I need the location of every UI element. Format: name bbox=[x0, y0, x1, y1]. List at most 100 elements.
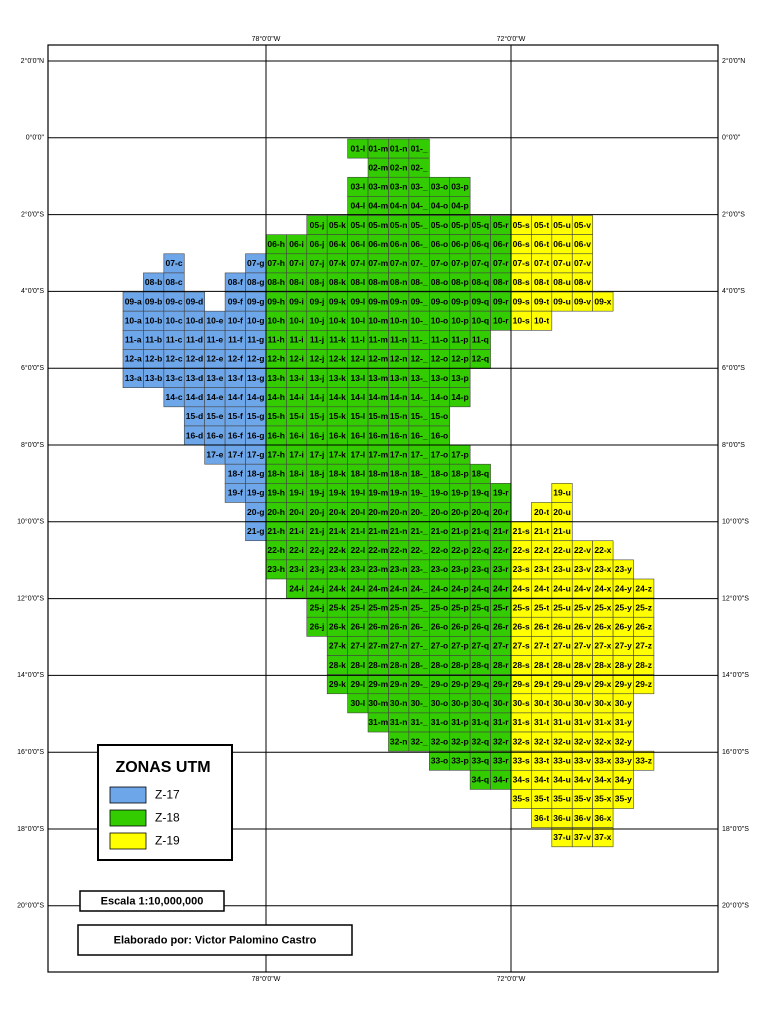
cell-label: 19-o bbox=[431, 488, 448, 498]
cell-label: 25-z bbox=[635, 602, 652, 612]
cell-label: 32-_ bbox=[411, 736, 428, 746]
cell-label: 08-u bbox=[553, 277, 570, 287]
cell-label: 01-_ bbox=[411, 143, 428, 153]
cell-label: 10-_ bbox=[411, 315, 428, 325]
grid-cell bbox=[612, 789, 634, 809]
cell-label: 08-c bbox=[166, 277, 183, 287]
cell-label: 03-m bbox=[368, 182, 388, 192]
cell-label: 26-v bbox=[574, 622, 591, 632]
cell-label: 33-z bbox=[635, 755, 652, 765]
cell-label: 15-f bbox=[228, 411, 243, 421]
cell-label: 28-v bbox=[574, 660, 591, 670]
cell-label: 17-j bbox=[310, 449, 325, 459]
lat-label-right: 16°0'0"S bbox=[722, 748, 749, 756]
cell-label: 31-v bbox=[574, 717, 591, 727]
cell-label: 28-_ bbox=[411, 660, 428, 670]
cell-label: 23-m bbox=[368, 564, 388, 574]
cell-label: 25-q bbox=[472, 602, 489, 612]
cell-label: 10-i bbox=[289, 315, 304, 325]
cell-label: 31-o bbox=[431, 717, 448, 727]
cell-label: 31-x bbox=[594, 717, 611, 727]
grid-cell bbox=[592, 827, 614, 848]
cell-label: 24-q bbox=[472, 583, 489, 593]
cell-label: 21-m bbox=[368, 526, 388, 536]
cell-label: 23-u bbox=[553, 564, 570, 574]
cell-label: 24-s bbox=[513, 583, 530, 593]
cell-label: 15-i bbox=[289, 411, 304, 421]
cell-label: 02-m bbox=[368, 162, 388, 172]
cell-label: 07-p bbox=[451, 258, 468, 268]
cell-label: 35-u bbox=[553, 794, 570, 804]
cell-label: 04-p bbox=[451, 201, 468, 211]
cell-label: 25-r bbox=[493, 602, 509, 612]
cell-label: 08-h bbox=[267, 277, 284, 287]
cell-label: 27-x bbox=[594, 641, 611, 651]
cell-label: 08-p bbox=[451, 277, 468, 287]
cell-label: 21-p bbox=[451, 526, 468, 536]
cell-label: 24-k bbox=[329, 583, 346, 593]
cell-label: 09-m bbox=[368, 296, 388, 306]
cell-label: 16-g bbox=[247, 430, 264, 440]
cell-label: 36-v bbox=[574, 813, 591, 823]
cell-label: 27-u bbox=[553, 641, 570, 651]
cell-label: 20-g bbox=[247, 507, 264, 517]
cell-label: 22-n bbox=[390, 545, 407, 555]
cell-label: 33-x bbox=[594, 755, 611, 765]
cell-label: 28-y bbox=[615, 660, 632, 670]
cell-label: 30-t bbox=[534, 698, 549, 708]
cell-label: 29-o bbox=[431, 679, 448, 689]
cell-label: 08-o bbox=[431, 277, 448, 287]
lat-label-right: 6°0'0"S bbox=[722, 364, 745, 372]
cell-label: 32-p bbox=[451, 736, 468, 746]
cell-label: 32-s bbox=[513, 736, 530, 746]
cell-label: 17-f bbox=[228, 449, 243, 459]
cell-label: 06-t bbox=[534, 239, 549, 249]
cell-label: 10-l bbox=[351, 315, 366, 325]
cell-label: 16-k bbox=[329, 430, 346, 440]
cell-label: 31-p bbox=[451, 717, 468, 727]
cell-label: 26-m bbox=[368, 622, 388, 632]
lat-label-left: 10°0'0"S bbox=[17, 518, 44, 526]
cell-label: 12-b bbox=[145, 354, 162, 364]
cell-label: 18-p bbox=[451, 469, 468, 479]
cell-label: 27-n bbox=[390, 641, 407, 651]
cell-label: 26-o bbox=[431, 622, 448, 632]
cell-label: 37-v bbox=[574, 832, 591, 842]
legend-title: ZONAS UTM bbox=[115, 759, 210, 776]
cell-label: 17-h bbox=[267, 449, 284, 459]
cell-label: 26-j bbox=[310, 622, 325, 632]
cell-label: 09-d bbox=[186, 296, 203, 306]
cell-label: 06-r bbox=[493, 239, 509, 249]
cell-label: 05-t bbox=[534, 220, 549, 230]
cell-label: 35-s bbox=[513, 794, 530, 804]
cell-label: 24-m bbox=[368, 583, 388, 593]
cell-label: 08-l bbox=[351, 277, 366, 287]
cell-label: 14-k bbox=[329, 392, 346, 402]
cell-label: 07-g bbox=[247, 258, 264, 268]
cell-label: 05-m bbox=[368, 220, 388, 230]
cell-label: 15-e bbox=[206, 411, 223, 421]
cell-label: 26-q bbox=[472, 622, 489, 632]
cell-label: 07-k bbox=[329, 258, 346, 268]
cell-label: 13-k bbox=[329, 373, 346, 383]
cell-label: 09-f bbox=[228, 296, 243, 306]
cell-label: 09-q bbox=[472, 296, 489, 306]
cell-label: 13-d bbox=[186, 373, 203, 383]
cell-label: 03-n bbox=[390, 182, 407, 192]
cell-label: 19-_ bbox=[411, 488, 428, 498]
cell-label: 19-f bbox=[228, 488, 243, 498]
cell-label: 27-y bbox=[615, 641, 632, 651]
cell-label: 05-o bbox=[431, 220, 448, 230]
cell-label: 14-h bbox=[267, 392, 284, 402]
cell-label: 26-z bbox=[635, 622, 652, 632]
cell-label: 07-h bbox=[267, 258, 284, 268]
cell-label: 05-_ bbox=[411, 220, 428, 230]
cell-label: 16-l bbox=[351, 430, 366, 440]
cell-label: 16-j bbox=[310, 430, 325, 440]
cell-label: 08-m bbox=[368, 277, 388, 287]
cell-label: 20-j bbox=[310, 507, 325, 517]
cell-label: 29-v bbox=[574, 679, 591, 689]
cell-label: 09-s bbox=[513, 296, 530, 306]
cell-label: 24-n bbox=[390, 583, 407, 593]
cell-label: 29-u bbox=[553, 679, 570, 689]
